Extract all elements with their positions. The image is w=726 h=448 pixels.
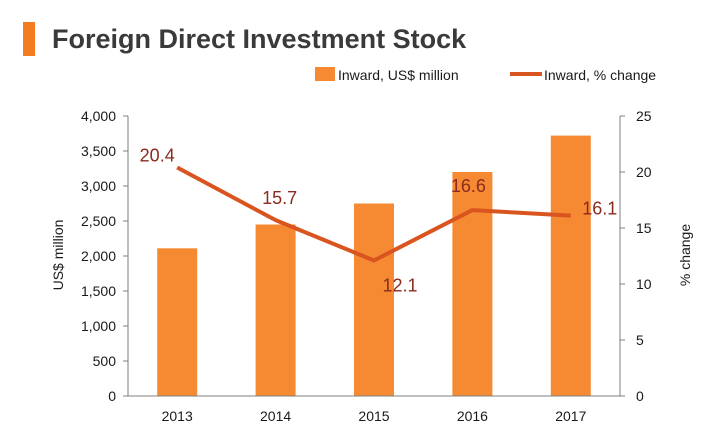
legend: Inward, US$ million Inward, % change <box>315 67 656 83</box>
plot-area: 0 500 1,000 1,500 2,000 2,500 3,000 3,500 4,000 0… <box>81 108 652 424</box>
legend-line-label: Inward, % change <box>544 67 656 83</box>
data-label: 16.6 <box>451 176 486 196</box>
x-tick-label: 2015 <box>358 408 389 424</box>
x-tick-label: 2014 <box>260 408 291 424</box>
y2-tick-label: 20 <box>636 164 652 180</box>
y-tick-label: 0 <box>108 388 116 404</box>
data-label: 15.7 <box>262 188 297 208</box>
bar <box>452 172 493 396</box>
y-axis-label: US$ million <box>50 220 66 291</box>
y2-tick-label: 10 <box>636 276 652 292</box>
y-tick-label: 3,500 <box>81 143 116 159</box>
data-label: 12.1 <box>382 275 417 295</box>
y-tick-label: 500 <box>93 353 117 369</box>
bar <box>255 224 296 396</box>
chart-title: Foreign Direct Investment Stock <box>52 24 467 54</box>
x-tick-label: 2017 <box>555 408 586 424</box>
bar <box>157 248 198 396</box>
x-tick-label: 2013 <box>162 408 193 424</box>
data-label: 16.1 <box>582 199 617 219</box>
y2-tick-label: 15 <box>636 220 652 236</box>
data-label: 20.4 <box>140 146 175 166</box>
title-accent-bar <box>23 22 35 56</box>
legend-bar-label: Inward, US$ million <box>338 67 459 83</box>
line-series <box>176 165 571 263</box>
x-tick-label: 2016 <box>457 408 488 424</box>
y2-axis-label: % change <box>677 224 693 286</box>
y-tick-label: 1,000 <box>81 318 116 334</box>
y2-tick-label: 0 <box>636 388 644 404</box>
y2-tick-label: 5 <box>636 332 644 348</box>
bar <box>550 135 591 396</box>
legend-bar-swatch <box>315 67 335 81</box>
y-tick-label: 4,000 <box>81 108 116 124</box>
y-tick-label: 2,000 <box>81 248 116 264</box>
y2-tick-label: 25 <box>636 108 652 124</box>
y-tick-label: 3,000 <box>81 178 116 194</box>
y-tick-label: 1,500 <box>81 283 116 299</box>
bar <box>354 203 394 396</box>
y-tick-label: 2,500 <box>81 213 116 229</box>
